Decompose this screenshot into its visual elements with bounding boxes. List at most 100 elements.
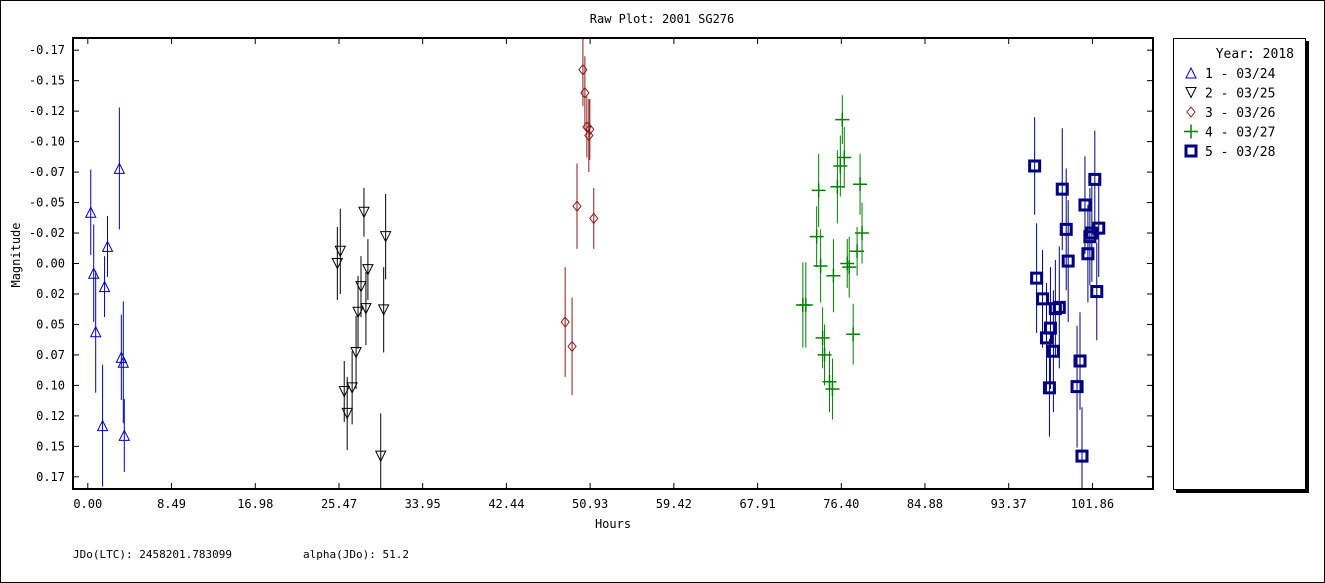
data-point — [826, 268, 841, 283]
data-point — [811, 183, 826, 198]
series-3 — [560, 39, 599, 396]
data-point — [118, 429, 131, 441]
legend-item-label: 4 - 03/27 — [1205, 126, 1275, 141]
y-tick-label: -0.05 — [29, 196, 65, 210]
data-point — [84, 206, 97, 218]
data-point — [1088, 172, 1102, 186]
data-point — [101, 240, 114, 252]
x-tick-label: 25.47 — [321, 497, 357, 511]
data-points — [84, 39, 1106, 488]
data-point — [842, 260, 857, 275]
y-tick-label: -0.17 — [29, 43, 65, 57]
data-point — [1059, 222, 1073, 236]
y-tick-label: 0.07 — [36, 348, 65, 362]
x-tick-label: 93.37 — [991, 497, 1027, 511]
x-axis-label: Hours — [595, 517, 631, 531]
data-point — [585, 123, 595, 136]
data-point — [567, 340, 577, 353]
legend-marker — [1184, 144, 1198, 158]
data-point — [815, 330, 830, 345]
data-point — [560, 316, 570, 328]
data-point — [798, 297, 813, 312]
data-point — [96, 419, 109, 432]
data-point — [1055, 182, 1069, 196]
x-tick-label: 33.95 — [405, 497, 441, 511]
data-point — [1061, 254, 1075, 268]
x-tick-label: 8.49 — [157, 497, 186, 511]
data-point — [1046, 344, 1060, 358]
data-point — [1081, 247, 1095, 261]
series-2 — [331, 187, 392, 488]
x-axis: 0.00 8.49 16.98 25.47 33.95 42.44 50.93 59.42 67… — [73, 38, 1114, 511]
data-point — [1090, 285, 1104, 299]
data-point — [341, 407, 354, 420]
series-1 — [84, 107, 131, 487]
data-point — [1030, 271, 1044, 285]
legend-marker — [1186, 106, 1196, 118]
data-point — [98, 280, 111, 293]
data-point — [89, 325, 102, 338]
chart-title: Raw Plot: 2001 SG276 — [590, 12, 735, 26]
data-point — [355, 281, 367, 293]
series-4 — [795, 95, 870, 420]
x-tick-label: 67.91 — [740, 497, 776, 511]
y-tick-label: 0.00 — [36, 257, 65, 271]
y-tick-label: 0.02 — [36, 287, 65, 301]
x-tick-label: 16.98 — [237, 497, 273, 511]
data-point — [825, 382, 840, 397]
data-point — [1028, 159, 1042, 173]
y-tick-label: 0.17 — [36, 470, 65, 484]
data-point — [855, 226, 870, 241]
jdo-readout: JDo(LTC): 2458201.783099 — [73, 548, 232, 561]
plot-area — [72, 37, 1154, 490]
legend-item-label: 3 - 03/26 — [1205, 106, 1275, 121]
legend-title: Year: 2018 — [1216, 47, 1294, 62]
legend-content: Year: 2018 1 - 03/24 2 - 03/25 3 - 03/26 4 … — [1184, 47, 1294, 160]
data-point — [578, 63, 588, 76]
alpha-readout: alpha(JDo): 51.2 — [303, 548, 409, 561]
data-point — [1036, 292, 1050, 306]
y-tick-label: -0.02 — [29, 226, 65, 240]
data-point — [830, 179, 845, 194]
data-point — [846, 327, 861, 342]
data-point — [346, 382, 358, 394]
y-tick-label: -0.12 — [29, 104, 65, 118]
y-tick-label: 0.05 — [36, 317, 65, 331]
data-point — [113, 162, 126, 174]
legend-marker — [1185, 66, 1197, 79]
data-point — [358, 206, 370, 219]
x-tick-label: 59.42 — [656, 497, 692, 511]
data-point — [1070, 380, 1084, 394]
y-tick-label: 0.10 — [36, 378, 65, 392]
data-point — [822, 374, 837, 389]
y-tick-label: -0.07 — [29, 165, 65, 179]
data-point — [837, 150, 852, 165]
x-tick-label: 0.00 — [73, 497, 102, 511]
legend-marker — [1185, 87, 1197, 99]
legend-item-label: 5 - 03/28 — [1205, 145, 1275, 160]
data-point — [572, 200, 582, 213]
data-point — [584, 129, 594, 142]
data-point — [580, 87, 590, 99]
data-point — [1073, 354, 1087, 368]
y-tick-label: -0.15 — [29, 74, 65, 88]
data-point — [809, 229, 824, 244]
data-point — [833, 158, 848, 173]
x-tick-label: 50.93 — [572, 497, 608, 511]
data-point — [853, 177, 868, 192]
data-point — [1075, 449, 1089, 463]
data-point — [1052, 300, 1066, 314]
y-tick-label: -0.10 — [29, 135, 65, 149]
data-point — [377, 304, 390, 316]
x-tick-label: 42.44 — [488, 497, 524, 511]
data-point — [334, 245, 347, 258]
data-point — [117, 356, 130, 368]
legend-item-label: 2 - 03/25 — [1205, 87, 1275, 102]
legend-marker — [1184, 124, 1198, 139]
data-point — [813, 258, 828, 273]
x-tick-label: 84.88 — [907, 497, 943, 511]
data-point — [1092, 221, 1106, 235]
data-point — [87, 267, 100, 279]
data-point — [374, 450, 387, 463]
